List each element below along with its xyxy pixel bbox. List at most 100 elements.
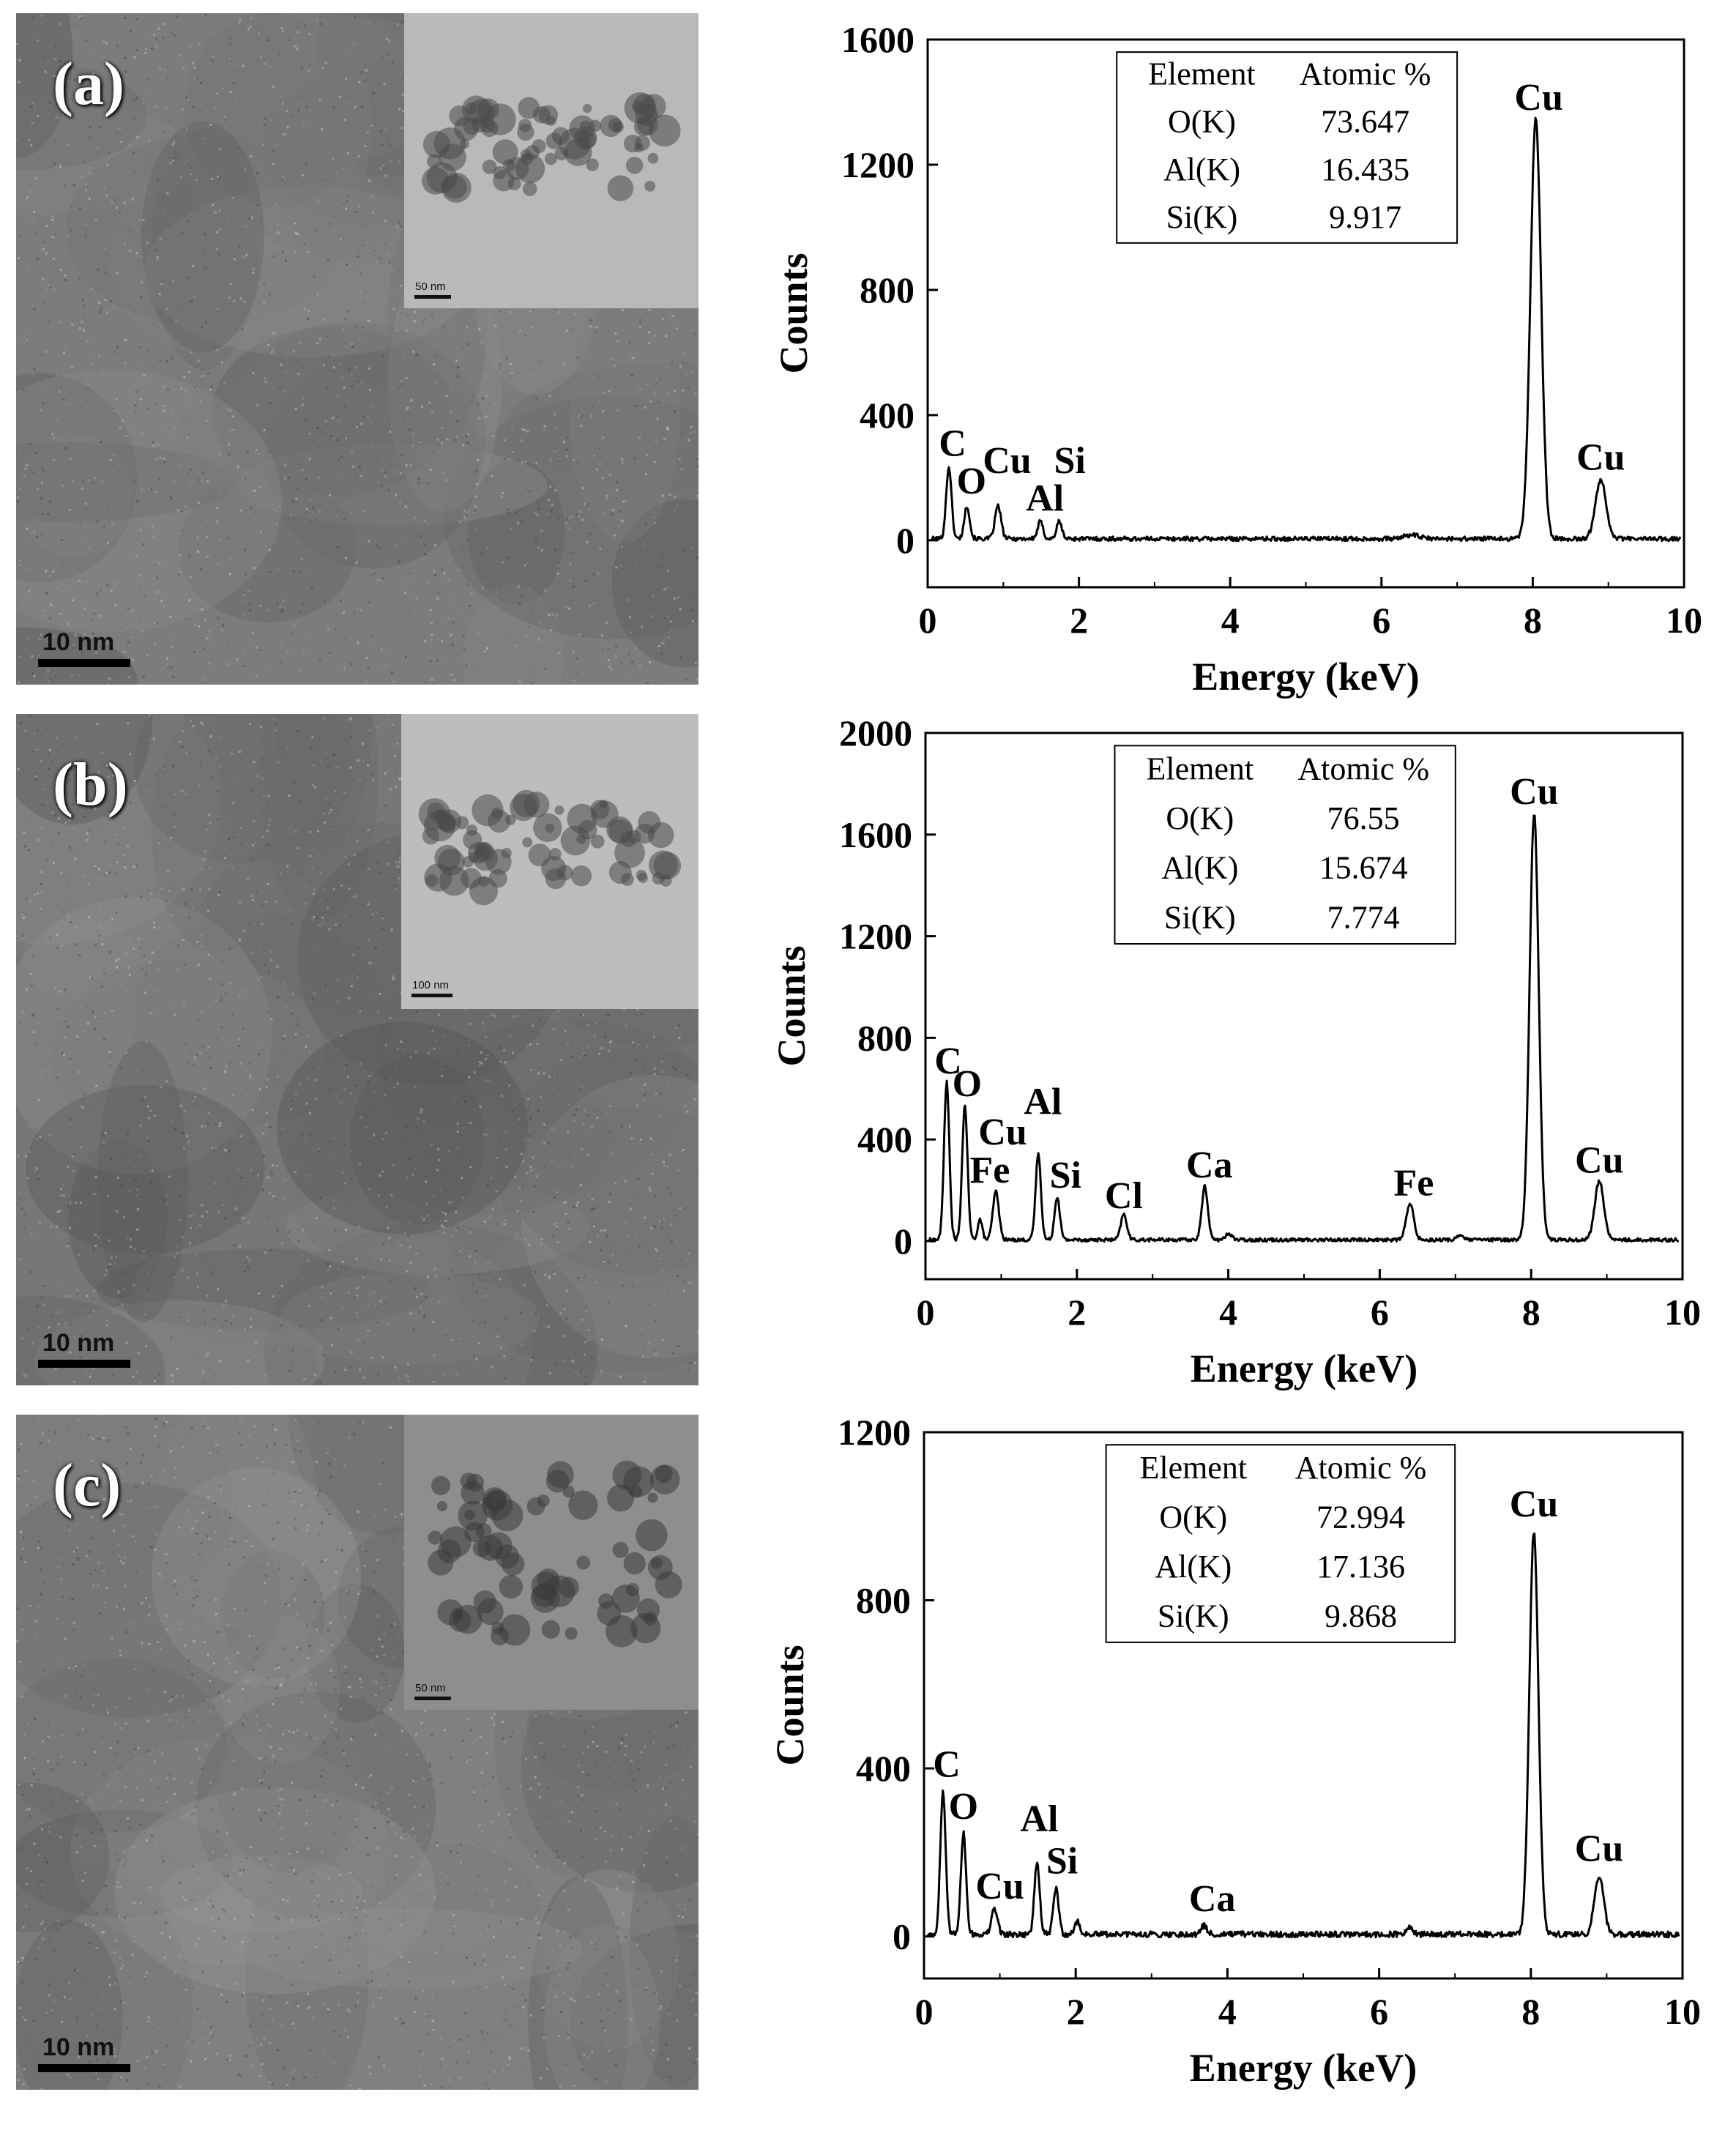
aggregate-shape-b bbox=[418, 789, 682, 906]
peak-label: Cu bbox=[978, 1112, 1027, 1153]
y-tick-label: 400 bbox=[856, 1748, 911, 1789]
peak-label: C bbox=[933, 1744, 961, 1786]
x-tick-label: 0 bbox=[917, 1292, 935, 1333]
table-value-cell: 72.994 bbox=[1316, 1499, 1405, 1535]
tem-image-c: 50 nm (c) 10 nm bbox=[16, 1415, 699, 2090]
table-element-cell: Al(K) bbox=[1161, 850, 1238, 886]
tem-image-a: 50 nm (a) 10 nm bbox=[16, 13, 699, 685]
x-tick-label: 4 bbox=[1219, 1292, 1237, 1333]
table-element-cell: Si(K) bbox=[1166, 199, 1238, 235]
aggregate-shape-a bbox=[422, 92, 681, 203]
x-tick-label: 8 bbox=[1524, 600, 1542, 641]
y-tick-label: 400 bbox=[857, 1119, 912, 1160]
table-value-cell: 9.868 bbox=[1325, 1598, 1397, 1634]
panel-label-c: (c) bbox=[53, 1451, 122, 1519]
x-tick-label: 6 bbox=[1372, 600, 1390, 641]
y-tick-label: 800 bbox=[856, 1580, 911, 1621]
peak-label: Al bbox=[1020, 1798, 1058, 1840]
y-tick-label: 0 bbox=[893, 1916, 911, 1957]
inset-scale-label-c: 50 nm bbox=[415, 1682, 446, 1694]
y-axis-label: Counts bbox=[768, 1645, 812, 1765]
tem-inset-b: 100 nm bbox=[401, 714, 699, 1009]
tem-image-b: 100 nm (b) 10 nm bbox=[16, 714, 699, 1385]
table-header: Atomic % bbox=[1300, 56, 1431, 92]
peak-label: Cu bbox=[983, 440, 1031, 482]
x-tick-label: 2 bbox=[1070, 600, 1088, 641]
table-element-cell: O(K) bbox=[1159, 1499, 1227, 1535]
tem-inset-c: 50 nm bbox=[404, 1415, 699, 1710]
table-header: Element bbox=[1147, 751, 1254, 786]
peak-label: Ca bbox=[1189, 1878, 1236, 1920]
panel-a: 50 nm (a) 10 nm 0 2 4 6 8 10 0 400 800 1200 1600 En… bbox=[0, 13, 1736, 699]
x-tick-label: 6 bbox=[1371, 1292, 1389, 1333]
table-element-cell: O(K) bbox=[1168, 104, 1236, 140]
composition-table bbox=[1116, 51, 1459, 244]
table-value-cell: 76.55 bbox=[1327, 800, 1400, 836]
table-header: Atomic % bbox=[1297, 751, 1429, 786]
inset-scale-bar-c bbox=[414, 1697, 451, 1700]
peak-label: Cu bbox=[975, 1866, 1024, 1907]
peak-label: Fe bbox=[969, 1150, 1010, 1191]
x-axis-label: Energy (keV) bbox=[1192, 655, 1419, 699]
table-element-cell: O(K) bbox=[1166, 800, 1234, 836]
composition-table bbox=[1105, 1444, 1456, 1643]
peak-label: Ca bbox=[1186, 1144, 1233, 1186]
scale-bar-a bbox=[38, 659, 130, 667]
spectrum-line bbox=[926, 1533, 1680, 1939]
peak-label: Cu bbox=[1510, 1483, 1558, 1525]
x-tick-label: 10 bbox=[1664, 1991, 1701, 2032]
peak-label: C bbox=[939, 422, 966, 464]
table-value-cell: 17.136 bbox=[1316, 1549, 1405, 1585]
y-tick-label: 1200 bbox=[841, 144, 914, 185]
y-tick-label: 1600 bbox=[839, 814, 912, 855]
x-tick-label: 0 bbox=[915, 1991, 934, 2032]
peak-label: Si bbox=[1054, 440, 1086, 482]
peak-label: Al bbox=[1024, 1081, 1062, 1122]
eds-svg-a: 0 2 4 6 8 10 0 400 800 1200 1600 Energy (keV) Counts… bbox=[772, 19, 1702, 699]
inset-scale-label-b: 100 nm bbox=[412, 979, 450, 991]
x-tick-label: 0 bbox=[919, 600, 937, 641]
x-tick-label: 10 bbox=[1664, 1292, 1701, 1333]
eds-chart-b: 0 2 4 6 8 10 0 400 800 1200 1600 2000 Energy (keV) Co… bbox=[732, 712, 1736, 1399]
spectrum-line bbox=[931, 116, 1682, 543]
panel-label-b: (b) bbox=[53, 751, 128, 819]
x-tick-label: 6 bbox=[1370, 1991, 1388, 2032]
scale-label-c: 10 nm bbox=[42, 2033, 115, 2061]
y-tick-label: 800 bbox=[860, 269, 914, 310]
scale-bar-c bbox=[38, 2064, 130, 2072]
peak-label: Cu bbox=[1514, 77, 1562, 119]
x-axis-label: Energy (keV) bbox=[1190, 2046, 1417, 2090]
peak-label: Si bbox=[1046, 1841, 1078, 1883]
y-tick-label: 2000 bbox=[839, 712, 912, 753]
x-tick-label: 10 bbox=[1666, 600, 1702, 641]
y-axis-label: Counts bbox=[772, 253, 816, 373]
scale-label-a: 10 nm bbox=[42, 628, 115, 656]
x-tick-label: 4 bbox=[1221, 600, 1240, 641]
inset-scale-bar-b bbox=[411, 994, 452, 997]
x-tick-label: 2 bbox=[1067, 1991, 1085, 2032]
scale-bar-b bbox=[38, 1360, 130, 1368]
table-header: Element bbox=[1148, 56, 1256, 92]
peak-label: O bbox=[957, 461, 986, 502]
y-tick-label: 1200 bbox=[838, 1412, 911, 1453]
table-element-cell: Al(K) bbox=[1155, 1549, 1232, 1585]
table-value-cell: 9.917 bbox=[1329, 199, 1401, 235]
eds-chart-a: 0 2 4 6 8 10 0 400 800 1200 1600 Energy (keV) Counts… bbox=[732, 13, 1736, 699]
table-element-cell: Si(K) bbox=[1158, 1598, 1229, 1634]
peak-label: Cu bbox=[1575, 1139, 1623, 1181]
y-tick-label: 1600 bbox=[841, 19, 914, 60]
x-tick-label: 2 bbox=[1068, 1292, 1086, 1333]
spectrum-line bbox=[928, 814, 1680, 1243]
composition-table bbox=[1114, 745, 1456, 945]
aggregate-shape-c bbox=[428, 1460, 682, 1647]
y-tick-label: 0 bbox=[896, 520, 914, 561]
eds-svg-c: 0 2 4 6 8 10 0 400 800 1200 Energy (keV) Counts CO Al… bbox=[768, 1412, 1701, 2090]
table-value-cell: 16.435 bbox=[1321, 152, 1409, 187]
peak-label: Al bbox=[1026, 477, 1064, 519]
peak-label: Cl bbox=[1105, 1175, 1143, 1217]
y-tick-label: 800 bbox=[857, 1017, 912, 1058]
table-element-cell: Al(K) bbox=[1163, 152, 1240, 187]
eds-chart-c: 0 2 4 6 8 10 0 400 800 1200 Energy (keV) Counts C O Al… bbox=[732, 1412, 1736, 2147]
table-value-cell: 15.674 bbox=[1319, 850, 1408, 886]
y-axis-label: Counts bbox=[770, 945, 813, 1066]
